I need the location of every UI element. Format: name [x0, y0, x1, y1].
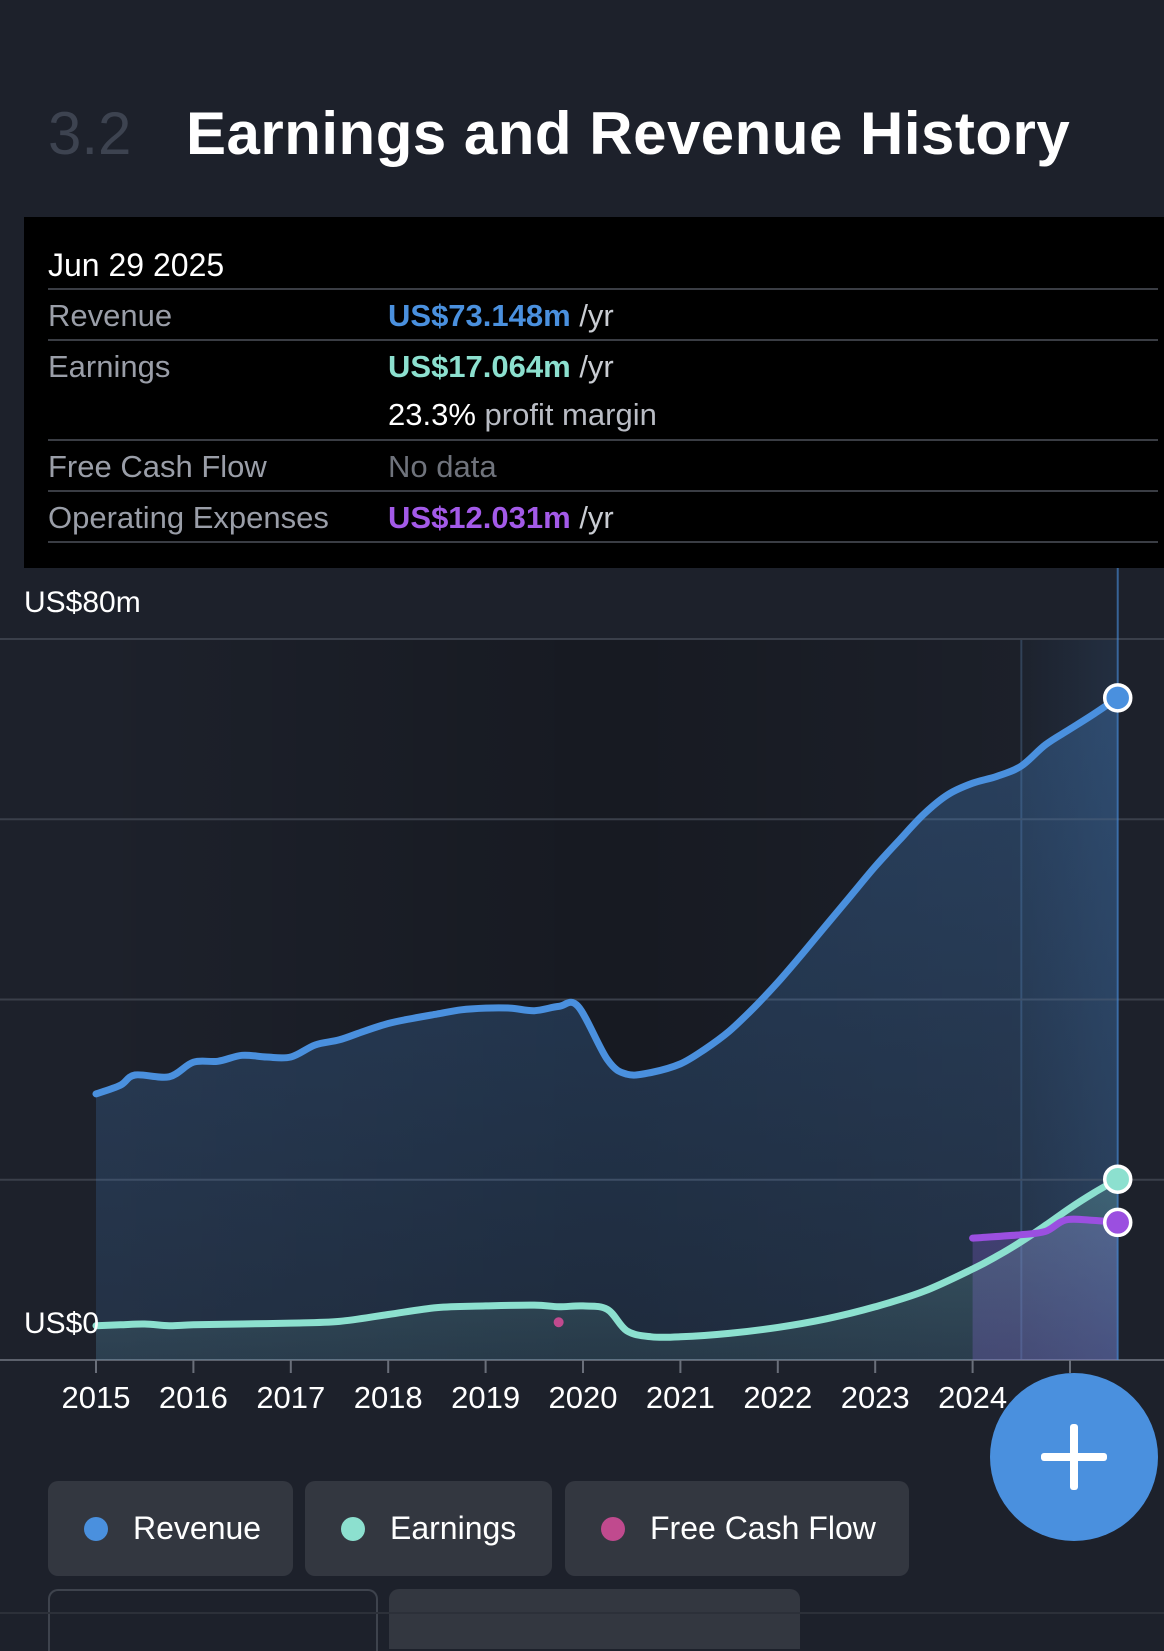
- earnings-area: [96, 1179, 1118, 1360]
- tooltip-divider: [48, 541, 1158, 543]
- tooltip-earnings-unit: /yr: [579, 349, 614, 384]
- tooltip-revenue-unit: /yr: [579, 298, 614, 333]
- operating-expenses-end-marker: [1102, 1207, 1133, 1238]
- free-cash-flow-point: [553, 1317, 564, 1328]
- tooltip-earnings-label: Earnings: [48, 349, 171, 384]
- y-axis-top-label: US$80m: [24, 586, 141, 619]
- x-tick-label-2017: 2017: [256, 1380, 325, 1415]
- x-tick-label-2022: 2022: [743, 1380, 812, 1415]
- tooltip-row-opex: Operating Expenses US$12.031m /yr: [48, 490, 1158, 542]
- page-title: Earnings and Revenue History: [186, 99, 1071, 167]
- tooltip-opex-value: US$12.031m: [388, 500, 571, 535]
- operating-expenses-line: [969, 1215, 1122, 1242]
- legend-revenue-label: Revenue: [133, 1510, 262, 1546]
- revenue-area: [96, 697, 1118, 1360]
- tooltip-date: Jun 29 2025: [48, 247, 225, 283]
- earnings-line: [92, 1175, 1122, 1341]
- tooltip-earnings-value-wrap: US$17.064m /yr: [388, 349, 614, 385]
- x-tick-label-2019: 2019: [451, 1380, 520, 1415]
- free-cash-flow-dot-icon: [601, 1516, 625, 1541]
- earnings-end-marker: [1102, 1164, 1133, 1194]
- tooltip-revenue-value: US$73.148m: [388, 298, 571, 333]
- tooltip-opex-value-wrap: US$12.031m /yr: [388, 500, 614, 536]
- revenue-line: [92, 694, 1122, 1098]
- tooltip-profit-margin: 23.3% profit margin: [388, 397, 657, 433]
- revenue-end-marker: [1102, 683, 1133, 713]
- y-axis-zero-label: US$0: [24, 1307, 100, 1340]
- legend-chip-earnings[interactable]: Earnings: [305, 1481, 552, 1576]
- x-tick-label-2018: 2018: [354, 1380, 423, 1415]
- x-tick-label-2020: 2020: [549, 1380, 618, 1415]
- x-tick-label-2021: 2021: [646, 1380, 715, 1415]
- legend-chip-revenue[interactable]: Revenue: [48, 1481, 293, 1576]
- legend-earnings-label: Earnings: [390, 1510, 517, 1546]
- x-tick-label-2016: 2016: [159, 1380, 228, 1415]
- tooltip-opex-label: Operating Expenses: [48, 500, 329, 535]
- profit-margin-value: 23.3%: [388, 397, 476, 432]
- x-tick-label-2024: 2024: [938, 1380, 1007, 1415]
- profit-margin-text: profit margin: [484, 397, 657, 432]
- tooltip-row-earnings: Earnings US$17.064m /yr 23.3% profit mar…: [48, 339, 1158, 439]
- section-header: 3.2 Earnings and Revenue History: [48, 88, 1070, 178]
- earnings-dot-icon: [341, 1516, 365, 1541]
- legend-chip-free-cash-flow[interactable]: Free Cash Flow: [565, 1481, 909, 1576]
- revenue-dot-icon: [84, 1516, 108, 1541]
- legend-chip-outline[interactable]: [48, 1589, 378, 1651]
- tooltip-fcf-value: No data: [388, 449, 497, 484]
- chart-tooltip: Jun 29 2025 Revenue US$73.148m /yr Earni…: [24, 217, 1164, 568]
- tooltip-opex-unit: /yr: [579, 500, 614, 535]
- plus-icon: [1041, 1424, 1107, 1490]
- tooltip-earnings-value: US$17.064m: [388, 349, 571, 384]
- tooltip-row-fcf: Free Cash Flow No data: [48, 439, 1158, 491]
- x-tick-label-2015: 2015: [62, 1380, 131, 1415]
- tooltip-fcf-label: Free Cash Flow: [48, 449, 267, 484]
- section-number: 3.2: [48, 99, 132, 167]
- legend-fcf-label: Free Cash Flow: [650, 1510, 876, 1546]
- add-button[interactable]: [990, 1373, 1158, 1541]
- tooltip-revenue-label: Revenue: [48, 298, 173, 333]
- bottom-divider: [0, 1612, 1164, 1614]
- legend-chip-partial[interactable]: [389, 1589, 800, 1649]
- x-tick-label-2023: 2023: [841, 1380, 910, 1415]
- tooltip-revenue-value-wrap: US$73.148m /yr: [388, 298, 614, 334]
- tooltip-row-revenue: Revenue US$73.148m /yr: [48, 288, 1158, 340]
